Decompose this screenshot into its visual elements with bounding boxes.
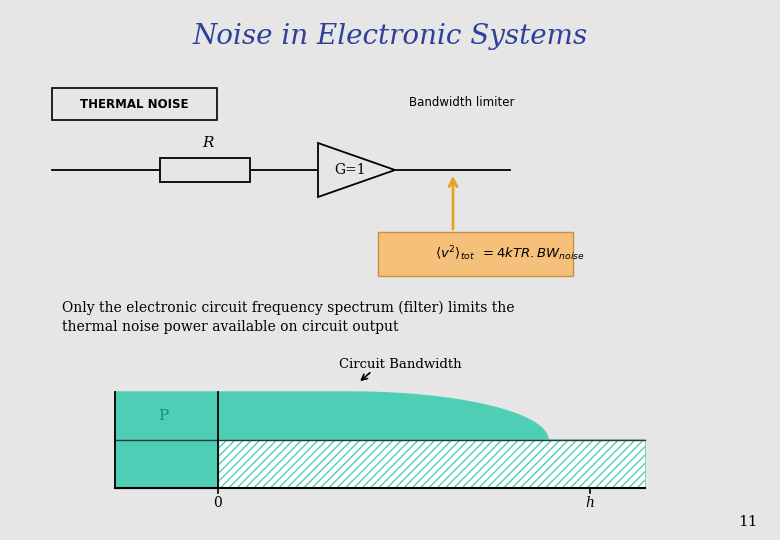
Text: Circuit Bandwidth: Circuit Bandwidth	[339, 357, 461, 370]
Bar	[378, 232, 573, 276]
Polygon shape	[318, 143, 395, 197]
Text: thermal noise power available on circuit output: thermal noise power available on circuit…	[62, 320, 399, 334]
Bar	[52, 88, 217, 120]
Text: Noise in Electronic Systems: Noise in Electronic Systems	[193, 23, 587, 50]
Polygon shape	[218, 440, 645, 488]
Text: Only the electronic circuit frequency spectrum (filter) limits the: Only the electronic circuit frequency sp…	[62, 301, 515, 315]
Text: 11: 11	[738, 515, 757, 529]
Text: $= 4kTR.BW_{noise}$: $= 4kTR.BW_{noise}$	[480, 246, 585, 262]
Text: G=1: G=1	[334, 163, 366, 177]
Text: R: R	[202, 136, 214, 150]
Polygon shape	[115, 392, 645, 488]
Text: Bandwidth limiter: Bandwidth limiter	[410, 96, 515, 109]
Text: $\langle v^2 \rangle_{tot}$: $\langle v^2 \rangle_{tot}$	[434, 245, 475, 264]
Bar	[160, 158, 250, 182]
Text: 0: 0	[214, 496, 222, 510]
Text: P: P	[158, 409, 168, 423]
Text: h: h	[586, 496, 594, 510]
Polygon shape	[115, 440, 218, 488]
Text: THERMAL NOISE: THERMAL NOISE	[80, 98, 188, 111]
